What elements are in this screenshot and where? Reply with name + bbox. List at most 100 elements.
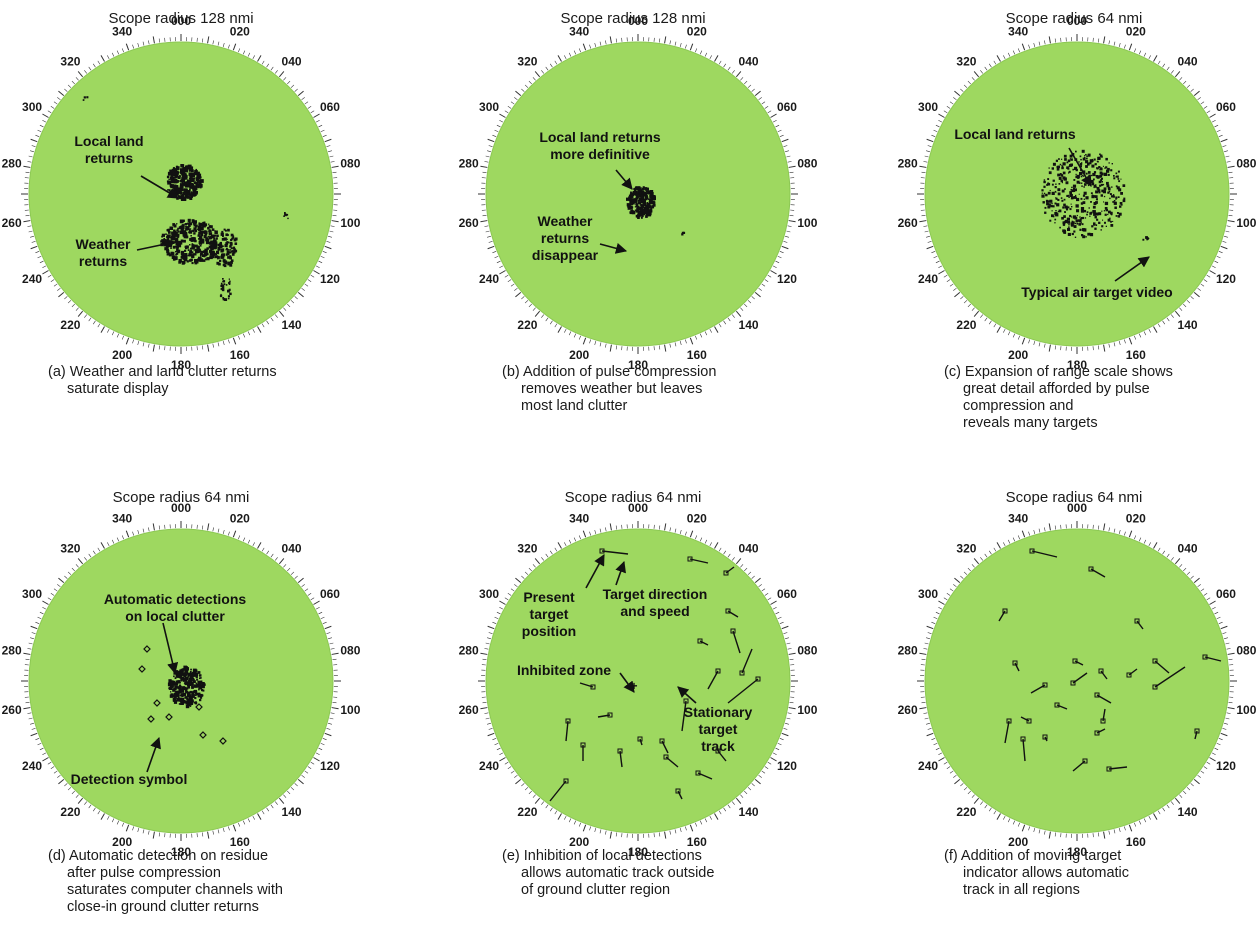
bearing-tick <box>278 558 285 565</box>
bearing-tick <box>534 558 541 565</box>
bearing-tick <box>261 60 265 65</box>
radar-return-speck <box>176 247 179 250</box>
radar-return-speck <box>232 236 234 238</box>
bearing-tick <box>709 328 712 333</box>
bearing-tick <box>747 300 752 304</box>
radar-return-speck <box>1072 189 1075 192</box>
bearing-tick <box>116 537 120 542</box>
radar-return-speck <box>1104 221 1106 224</box>
bearing-tick <box>1007 52 1011 57</box>
radar-return-speck <box>229 283 231 285</box>
radar-return-speck <box>1096 186 1100 190</box>
radar-return-speck <box>1062 171 1066 175</box>
bearing-tick <box>487 245 495 250</box>
bearing-tick <box>1153 542 1158 549</box>
caption-e: (e) Inhibition of local detections allows… <box>502 848 714 899</box>
bearing-label: 260 <box>459 216 479 230</box>
bearing-tick <box>327 722 333 725</box>
bearing-tick <box>480 220 488 223</box>
radar-return-speck <box>1070 189 1073 191</box>
bearing-tick <box>1033 340 1036 346</box>
bearing-tick <box>545 66 549 71</box>
radar-return-speck <box>175 253 178 256</box>
bearing-tick <box>1108 40 1110 45</box>
radar-return-speck <box>180 252 185 256</box>
radar-return-speck <box>191 247 194 250</box>
radar-return-speck <box>1106 181 1109 185</box>
bearing-label: 220 <box>60 318 80 332</box>
radar-return-speck <box>1062 229 1066 233</box>
bearing-tick <box>329 642 334 645</box>
radar-return-speck <box>1095 198 1098 201</box>
radar-return-speck <box>1095 175 1099 178</box>
bearing-tick <box>564 55 567 60</box>
radar-return-speck <box>220 288 223 290</box>
radar-return-speck <box>1091 159 1094 163</box>
bearing-tick <box>64 296 68 300</box>
radar-return-speck <box>199 674 202 677</box>
track-symbol <box>1072 658 1078 664</box>
bearing-label: 060 <box>777 100 797 114</box>
radar-return-speck <box>205 236 207 238</box>
bearing-tick <box>532 77 536 81</box>
radar-return-speck <box>188 177 192 180</box>
bearing-tick <box>39 124 44 128</box>
radar-return-speck <box>180 180 183 183</box>
radar-return-speck <box>197 179 201 183</box>
radar-return-speck <box>216 251 220 255</box>
bearing-tick <box>482 658 487 661</box>
radar-return-speck <box>177 195 180 198</box>
radar-return-speck <box>189 222 191 225</box>
radar-return-speck <box>182 686 184 689</box>
radar-return-speck <box>650 197 653 200</box>
bearing-tick <box>67 84 72 88</box>
radar-return-speck <box>199 232 202 234</box>
bearing-tick <box>315 752 320 755</box>
bearing-tick <box>1220 625 1228 630</box>
bearing-tick <box>247 331 251 336</box>
bearing-tick <box>320 616 325 620</box>
radar-return-speck <box>165 233 167 235</box>
radar-return-speck <box>194 684 198 688</box>
bearing-tick <box>88 804 92 809</box>
bearing-tick <box>980 801 984 805</box>
bearing-tick <box>1174 71 1181 78</box>
track-symbol <box>1002 608 1008 614</box>
bearing-tick <box>1113 829 1116 834</box>
radar-return-speck <box>634 199 638 203</box>
radar-return-speck <box>187 675 190 678</box>
radar-return-speck <box>1104 207 1108 210</box>
bearing-tick <box>301 774 305 778</box>
bearing-tick <box>699 537 703 542</box>
bearing-tick <box>332 171 337 174</box>
radar-return-speck <box>1111 163 1113 165</box>
bearing-tick <box>1170 801 1174 805</box>
radar-return-speck <box>222 278 224 280</box>
bearing-tick <box>510 283 515 287</box>
radar-return-speck <box>200 179 204 183</box>
bearing-tick <box>304 588 309 592</box>
bearing-tick <box>919 220 927 223</box>
bearing-tick <box>751 575 755 579</box>
radar-return-speck <box>1087 171 1091 174</box>
radar-return-speck <box>627 204 631 208</box>
annotation-label: target <box>530 606 569 622</box>
bearing-tick <box>578 535 581 540</box>
radar-return-speck <box>184 689 188 692</box>
bearing-tick <box>926 732 934 737</box>
radar-return-speck <box>177 235 179 238</box>
radar-return-speck <box>628 198 632 202</box>
bearing-tick <box>1209 757 1216 762</box>
radar-return-speck <box>188 699 192 703</box>
bearing-tick <box>301 287 305 291</box>
radar-return-speck <box>176 697 178 699</box>
radar-return-speck <box>642 187 645 191</box>
radar-return-speck <box>197 671 201 674</box>
radar-return-speck <box>1148 237 1150 239</box>
bearing-tick <box>331 165 339 168</box>
radar-return-speck <box>1093 158 1096 161</box>
bearing-tick <box>1227 220 1235 223</box>
radar-return-speck <box>192 229 195 232</box>
radar-return-speck <box>234 249 238 253</box>
radar-return-speck <box>186 189 188 191</box>
